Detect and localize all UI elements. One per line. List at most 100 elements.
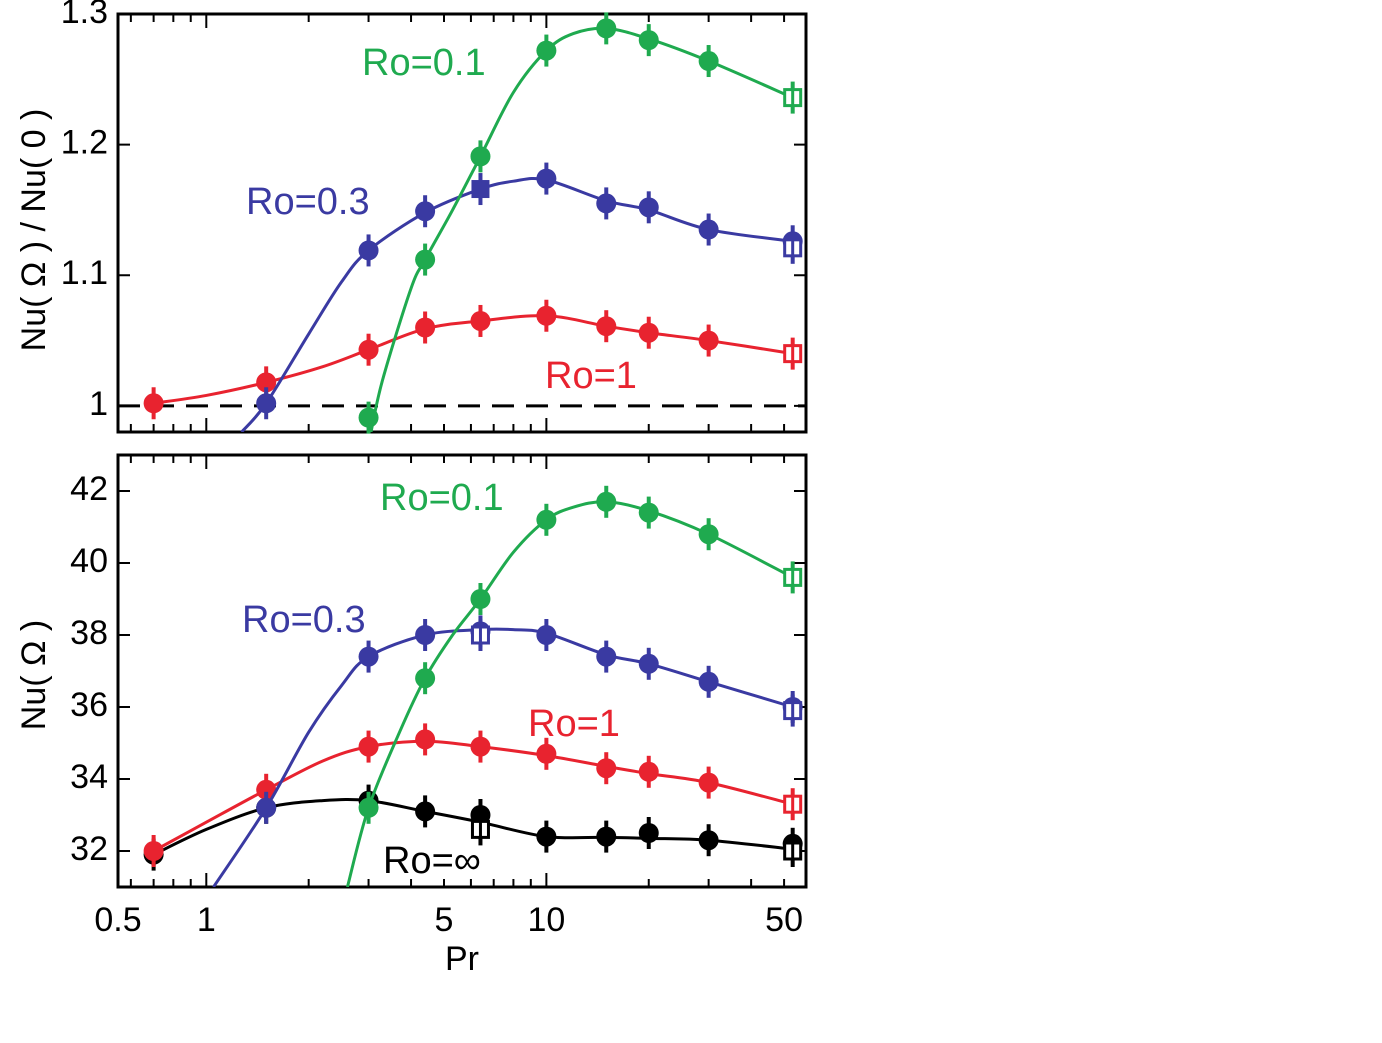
bottom-data-point-ro-inf <box>470 813 490 846</box>
top-series-ro-0.1 <box>358 12 803 434</box>
top-data-point-ro-0.1 <box>698 45 719 78</box>
bottom-label-ro-1: Ro=1 <box>528 703 620 745</box>
top-y-tick-label: 1.2 <box>61 124 108 162</box>
bottom-data-point-ro-inf <box>698 824 719 857</box>
bottom-fit-curve-ro-0.1 <box>345 500 794 887</box>
bottom-data-point-ro-inf <box>536 820 557 853</box>
top-label-ro-1: Ro=1 <box>545 355 637 397</box>
bottom-data-point-ro-0.3 <box>415 619 436 651</box>
bottom-data-point-ro-inf <box>638 817 659 849</box>
bottom-y-tick-label: 42 <box>70 470 108 508</box>
top-data-point-ro-0.1 <box>415 243 436 276</box>
top-data-point-ro-0.3 <box>415 195 436 228</box>
bottom-data-point-ro-0.3 <box>638 647 659 680</box>
top-data-point-ro-0.3 <box>256 387 277 420</box>
bottom-y-tick-label: 34 <box>70 758 108 796</box>
bottom-data-point-ro-inf <box>783 835 803 867</box>
bottom-series-ro-0.1 <box>345 485 803 887</box>
bottom-y-tick-label: 32 <box>70 830 108 868</box>
bottom-data-point-ro-0.1 <box>783 561 803 594</box>
top-y-axis-label: Nu( Ω ) / Nu( 0 ) <box>15 109 53 352</box>
top-data-point-ro-0.1 <box>536 34 557 67</box>
top-data-point-ro-0.3 <box>783 231 803 264</box>
bottom-label-ro-0.1: Ro=0.1 <box>380 477 504 519</box>
top-data-point-ro-0.1 <box>470 140 491 173</box>
top-data-point-ro-0.1 <box>596 12 617 45</box>
top-data-point-ro-1 <box>415 311 436 344</box>
x-tick-label: 50 <box>765 901 803 939</box>
bottom-series <box>143 485 803 887</box>
bottom-label-ro-inf: Ro=∞ <box>383 840 481 882</box>
bottom-data-point-ro-0.3 <box>698 665 719 698</box>
bottom-label-ro-0.3: Ro=0.3 <box>242 599 366 641</box>
top-label-ro-0.3: Ro=0.3 <box>246 181 370 223</box>
top-data-point-ro-1 <box>783 337 803 370</box>
top-data-point-ro-0.3 <box>536 162 557 195</box>
top-data-point-ro-0.3 <box>596 187 617 220</box>
x-tick-label: 1 <box>197 901 216 939</box>
bottom-axis-ticks <box>118 455 806 887</box>
top-data-point-ro-0.3 <box>471 173 490 206</box>
top-data-point-ro-1 <box>638 316 659 349</box>
bottom-data-point-ro-0.1 <box>638 496 659 529</box>
bottom-data-point-ro-0.3 <box>596 640 617 673</box>
bottom-y-tick-labels: 32 34 36 38 40 42 <box>70 470 108 868</box>
bottom-data-point-ro-1 <box>638 755 659 788</box>
bottom-data-point-ro-0.1 <box>470 583 491 615</box>
top-label-ro-0.1: Ro=0.1 <box>362 42 486 84</box>
bottom-data-point-ro-0.1 <box>358 791 379 824</box>
top-y-tick-label: 1.1 <box>61 254 108 292</box>
top-series-ro-1 <box>143 299 803 420</box>
top-data-point-ro-0.1 <box>358 401 379 434</box>
bottom-data-point-ro-inf <box>415 795 436 828</box>
bottom-data-point-ro-0.1 <box>536 503 557 536</box>
top-y-tick-label: 1 <box>89 385 108 423</box>
top-data-point-ro-1 <box>596 310 617 343</box>
bottom-data-point-ro-0.1 <box>698 518 719 551</box>
bottom-data-point-ro-1 <box>536 737 557 770</box>
bottom-y-tick-label: 36 <box>70 686 108 724</box>
top-data-point-ro-0.3 <box>358 234 379 267</box>
bottom-data-point-ro-0.1 <box>596 485 617 518</box>
bottom-data-point-ro-inf <box>596 820 617 853</box>
top-data-point-ro-0.1 <box>783 81 803 114</box>
top-data-point-ro-0.3 <box>638 191 659 224</box>
top-data-point-ro-0.3 <box>698 213 719 246</box>
bottom-data-point-ro-1 <box>358 730 379 763</box>
bottom-data-point-ro-0.3 <box>358 640 379 673</box>
x-tick-label: 5 <box>435 901 454 939</box>
x-tick-label: 0.5 <box>94 901 141 939</box>
top-y-tick-label: 1.3 <box>61 0 108 31</box>
top-y-tick-labels: 1 1.1 1.2 1.3 <box>61 0 108 423</box>
bottom-data-point-ro-1 <box>415 723 436 756</box>
bottom-y-tick-label: 38 <box>70 614 108 652</box>
bottom-data-point-ro-1 <box>698 766 719 799</box>
bottom-data-point-ro-0.3 <box>470 619 490 651</box>
top-panel: 1 1.1 1.2 1.3 Nu( Ω ) / Nu( 0 ) Ro=0.1 Ro=0… <box>15 0 808 434</box>
bottom-y-axis-label: Nu( Ω ) <box>15 620 53 730</box>
bottom-plot-frame <box>116 453 808 889</box>
bottom-data-point-ro-1 <box>596 752 617 785</box>
top-series <box>143 12 803 434</box>
bottom-data-point-ro-0.3 <box>536 619 557 651</box>
x-tick-label: 10 <box>527 901 565 939</box>
top-data-point-ro-0.1 <box>638 24 659 57</box>
x-tick-labels: 0.5 1 5 10 50 <box>94 901 803 939</box>
top-data-point-ro-1 <box>143 387 164 420</box>
bottom-series-ro-0.3 <box>212 615 803 887</box>
top-data-point-ro-1 <box>698 324 719 357</box>
bottom-series-ro-1 <box>143 723 803 867</box>
top-data-point-ro-1 <box>470 304 491 337</box>
top-series-ro-0.3 <box>240 162 803 432</box>
bottom-panel: 32 34 36 38 40 42 0.5 1 5 10 50 Nu( Ω ) Pr Ro=0.1… <box>15 453 808 978</box>
top-fit-curve-ro-1 <box>153 314 793 405</box>
bottom-data-point-ro-1 <box>783 788 803 821</box>
bottom-data-point-ro-1 <box>470 730 491 763</box>
x-axis-label: Pr <box>445 940 479 978</box>
bottom-data-point-ro-0.3 <box>783 694 803 727</box>
bottom-data-point-ro-0.1 <box>415 662 436 695</box>
bottom-y-tick-label: 40 <box>70 542 108 580</box>
bottom-data-point-ro-0.3 <box>256 791 277 824</box>
top-plot-frame <box>116 12 808 434</box>
